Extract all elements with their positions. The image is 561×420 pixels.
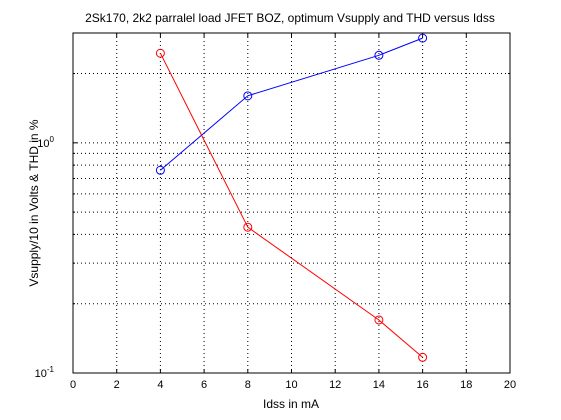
x-tick-label: 0 (70, 379, 76, 391)
series-line-0 (160, 37, 423, 171)
x-tick-label: 20 (504, 379, 516, 391)
chart-title: 2Sk170, 2k2 parralel load JFET BOZ, opti… (85, 11, 495, 25)
grid-lines (73, 33, 510, 373)
y-tick-label: 100 (37, 135, 54, 150)
data-point-0-0 (155, 165, 165, 175)
data-series (155, 33, 428, 362)
x-tick-label: 10 (285, 379, 297, 391)
data-point-1-3 (418, 352, 428, 362)
x-tick-label: 8 (245, 379, 251, 391)
data-point-0-1 (243, 91, 253, 101)
data-point-0-2 (374, 50, 384, 60)
x-tick-label: 18 (460, 379, 472, 391)
series-line-1 (159, 52, 423, 358)
y-tick-label: 10-1 (35, 365, 55, 380)
x-tick-label: 4 (157, 379, 163, 391)
data-point-1-1 (243, 222, 253, 232)
data-point-0-3 (418, 33, 428, 43)
axis-ticks (72, 32, 511, 374)
data-point-1-2 (374, 315, 384, 325)
y-axis-label: Vsupply/10 in Volts & THD in % (27, 119, 41, 287)
data-point-1-0 (155, 48, 165, 58)
x-tick-label: 6 (201, 379, 207, 391)
x-tick-label: 12 (329, 379, 341, 391)
x-tick-label: 16 (416, 379, 428, 391)
x-tick-label: 14 (373, 379, 385, 391)
x-tick-label: 2 (114, 379, 120, 391)
x-axis-label: Idss in mA (263, 397, 319, 411)
tick-labels: 0 2 4 6 8 10 12 14 16 18 20 10-1 100 (35, 135, 517, 391)
